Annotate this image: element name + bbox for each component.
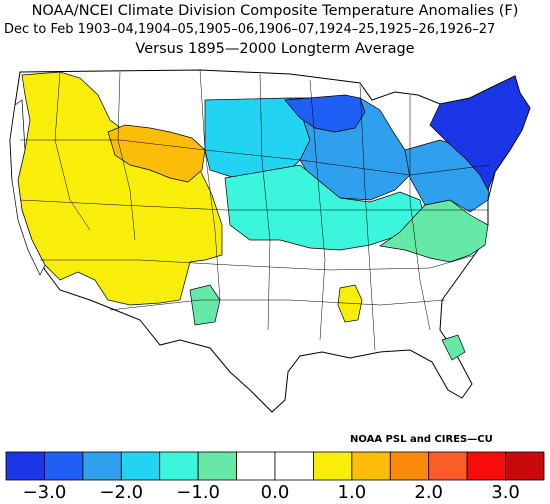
credit-label: NOAA PSL and CIRES—CU [350, 434, 493, 445]
legend-tick-label: 3.0 [491, 482, 520, 503]
map-period: Dec to Feb 1903–04,1904–05,1905–06,1906–… [4, 22, 496, 37]
legend-swatch [466, 451, 506, 481]
legend-tick-label: −2.0 [99, 482, 144, 503]
legend-swatch [505, 451, 545, 481]
legend-tick-label: 1.0 [337, 482, 367, 503]
legend-tick-label: 2.0 [414, 482, 444, 503]
map-baseline: Versus 1895—2000 Longterm Average [135, 41, 415, 57]
region-pacific-white [9, 99, 46, 276]
legend-tick-label: −3.0 [22, 482, 67, 503]
region-southwest-green [189, 284, 221, 326]
division-lines [19, 69, 491, 351]
legend-swatch [5, 451, 45, 481]
legend-swatch [313, 451, 353, 481]
legend-swatch [120, 451, 161, 481]
region-mid-atlantic [379, 199, 489, 263]
legend-swatch [274, 451, 314, 481]
legend-swatch [159, 451, 199, 481]
legend-swatch [197, 451, 237, 481]
legend-swatch [236, 451, 276, 481]
map-title: NOAA/NCEI Climate Division Composite Tem… [31, 3, 519, 19]
legend-swatch [44, 451, 84, 481]
region-great-lakes [284, 94, 366, 133]
legend-swatch [351, 451, 391, 481]
region-rockies-orange [107, 124, 206, 183]
legend-swatch [82, 451, 122, 481]
legend-swatch [428, 451, 468, 481]
legend-tick-label: −1.0 [176, 482, 220, 503]
region-florida-green [441, 334, 466, 361]
region-northeast [429, 75, 531, 191]
legend-tick-label: 0.0 [260, 482, 290, 503]
legend-swatch [389, 451, 430, 481]
